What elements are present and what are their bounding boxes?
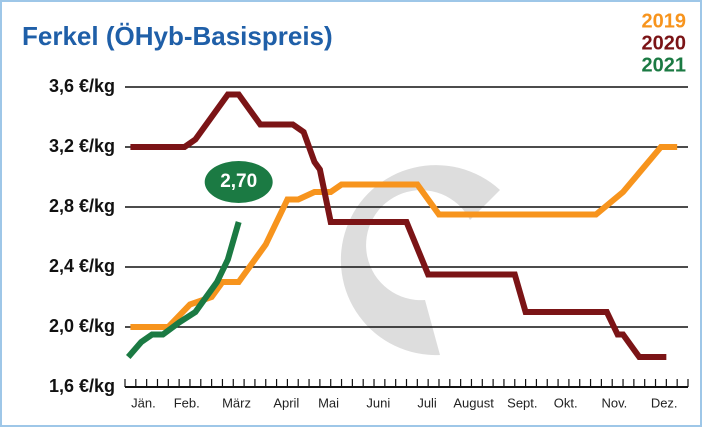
x-tick-label: Dez.	[651, 395, 678, 410]
x-tick-label: April	[273, 395, 299, 410]
x-tick-label: Mai	[318, 395, 339, 410]
x-tick-label: Okt.	[554, 395, 578, 410]
x-tick-label: März	[222, 395, 251, 410]
x-tick-label: August	[453, 395, 494, 410]
label-bubble	[204, 161, 273, 203]
x-tick-label: Nov.	[601, 395, 627, 410]
y-tick-label: 3,2 €/kg	[49, 136, 115, 156]
watermark	[340, 165, 500, 356]
y-tick-label: 3,6 €/kg	[49, 76, 115, 96]
legend-entry: 2020	[642, 32, 687, 54]
y-tick-label: 2,0 €/kg	[49, 316, 115, 336]
value-label: 2,70	[220, 171, 257, 192]
series-line	[125, 221, 242, 359]
y-tick-label: 2,4 €/kg	[49, 256, 115, 276]
y-tick-label: 1,6 €/kg	[49, 376, 115, 396]
x-tick-label: Feb.	[174, 395, 200, 410]
chart-title: Ferkel (ÖHyb-Basispreis)	[22, 21, 333, 51]
x-tick-label: Jän.	[131, 395, 156, 410]
legend-entry: 2019	[642, 10, 687, 32]
legend-entry: 2021	[642, 54, 687, 76]
x-tick-label: Juli	[417, 395, 437, 410]
y-tick-label: 2,8 €/kg	[49, 196, 115, 216]
x-tick-label: Sept.	[507, 395, 537, 410]
x-tick-label: Juni	[366, 395, 390, 410]
series-line	[130, 91, 667, 360]
